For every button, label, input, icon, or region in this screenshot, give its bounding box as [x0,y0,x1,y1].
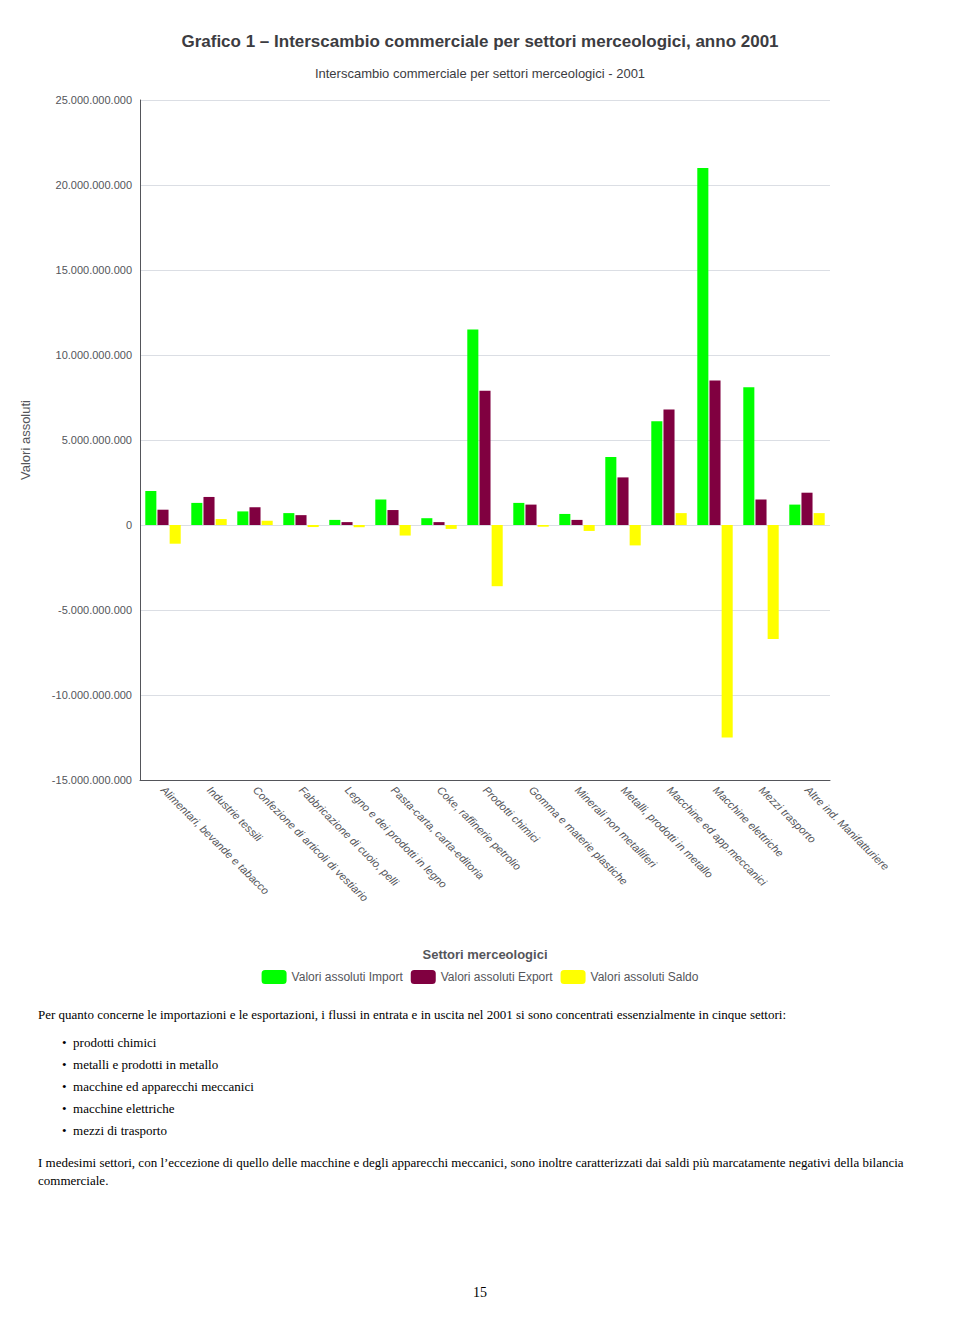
svg-text:Coke, raffinerie petrolio: Coke, raffinerie petrolio [435,784,524,873]
svg-text:-15.000.000.000: -15.000.000.000 [52,774,132,786]
svg-text:0: 0 [126,519,132,531]
svg-text:Valori assoluti: Valori assoluti [18,400,33,480]
svg-text:Valori assoluti Export: Valori assoluti Export [441,970,553,984]
svg-text:Legno e dei prodotti in legno: Legno e dei prodotti in legno [343,784,450,891]
svg-text:Valori assoluti Import: Valori assoluti Import [292,970,404,984]
svg-text:• metalli e prodotti in metal: • metalli e prodotti in metallo [62,1057,218,1072]
svg-text:Valori assoluti Saldo: Valori assoluti Saldo [591,970,699,984]
svg-text:• prodotti chimici: • prodotti chimici [62,1035,157,1050]
svg-text:-10.000.000.000: -10.000.000.000 [52,689,132,701]
svg-text:• macchine elettriche: • macchine elettriche [62,1101,175,1116]
svg-text:Interscambio commerciale per s: Interscambio commerciale per settori mer… [315,66,645,81]
svg-text:10.000.000.000: 10.000.000.000 [56,349,132,361]
svg-text:Fabbricazione di cuoio, pelli: Fabbricazione di cuoio, pelli [297,784,402,889]
svg-text:-5.000.000.000: -5.000.000.000 [58,604,132,616]
svg-text:15: 15 [473,1285,487,1300]
svg-text:Industrie tessili: Industrie tessili [204,783,265,844]
svg-text:Settori merceologici: Settori merceologici [423,947,548,962]
svg-text:25.000.000.000: 25.000.000.000 [56,94,132,106]
svg-text:• macchine ed apparecchi mecc: • macchine ed apparecchi meccanici [62,1079,254,1094]
svg-text:Altre ind. Manifatturiere: Altre ind. Manifatturiere [802,783,891,872]
svg-text:Mezzi trasporto: Mezzi trasporto [756,783,819,846]
svg-text:Prodotti chimici: Prodotti chimici [480,783,542,845]
svg-text:Grafico 1 – Interscambio comme: Grafico 1 – Interscambio commerciale per… [181,32,778,51]
svg-text:I medesimi settori, con l’ecce: I medesimi settori, con l’eccezione di q… [38,1155,907,1170]
svg-text:Per quanto concerne le importa: Per quanto concerne le importazioni e le… [38,1007,786,1022]
svg-text:20.000.000.000: 20.000.000.000 [56,179,132,191]
svg-text:5.000.000.000: 5.000.000.000 [62,434,132,446]
svg-text:Pasta-carta, carta-editoria: Pasta-carta, carta-editoria [389,784,487,882]
svg-text:Confezione di articoli di vest: Confezione di articoli di vestiario [250,783,371,904]
svg-text:Metalli, prodotti in metallo: Metalli, prodotti in metallo [619,784,716,881]
svg-text:• mezzi di trasporto: • mezzi di trasporto [62,1123,167,1138]
svg-text:Macchine elettriche: Macchine elettriche [710,783,787,860]
svg-text:Minerali non metalliferi: Minerali non metalliferi [573,784,660,871]
svg-text:Alimentari, bevande e tabacco: Alimentari, bevande e tabacco [158,783,272,897]
svg-text:15.000.000.000: 15.000.000.000 [56,264,132,276]
svg-text:Macchine ed app.meccanici: Macchine ed app.meccanici [665,784,770,889]
svg-text:commerciale.: commerciale. [38,1173,108,1188]
svg-text:Gomma e materie plastiche: Gomma e materie plastiche [527,784,630,887]
